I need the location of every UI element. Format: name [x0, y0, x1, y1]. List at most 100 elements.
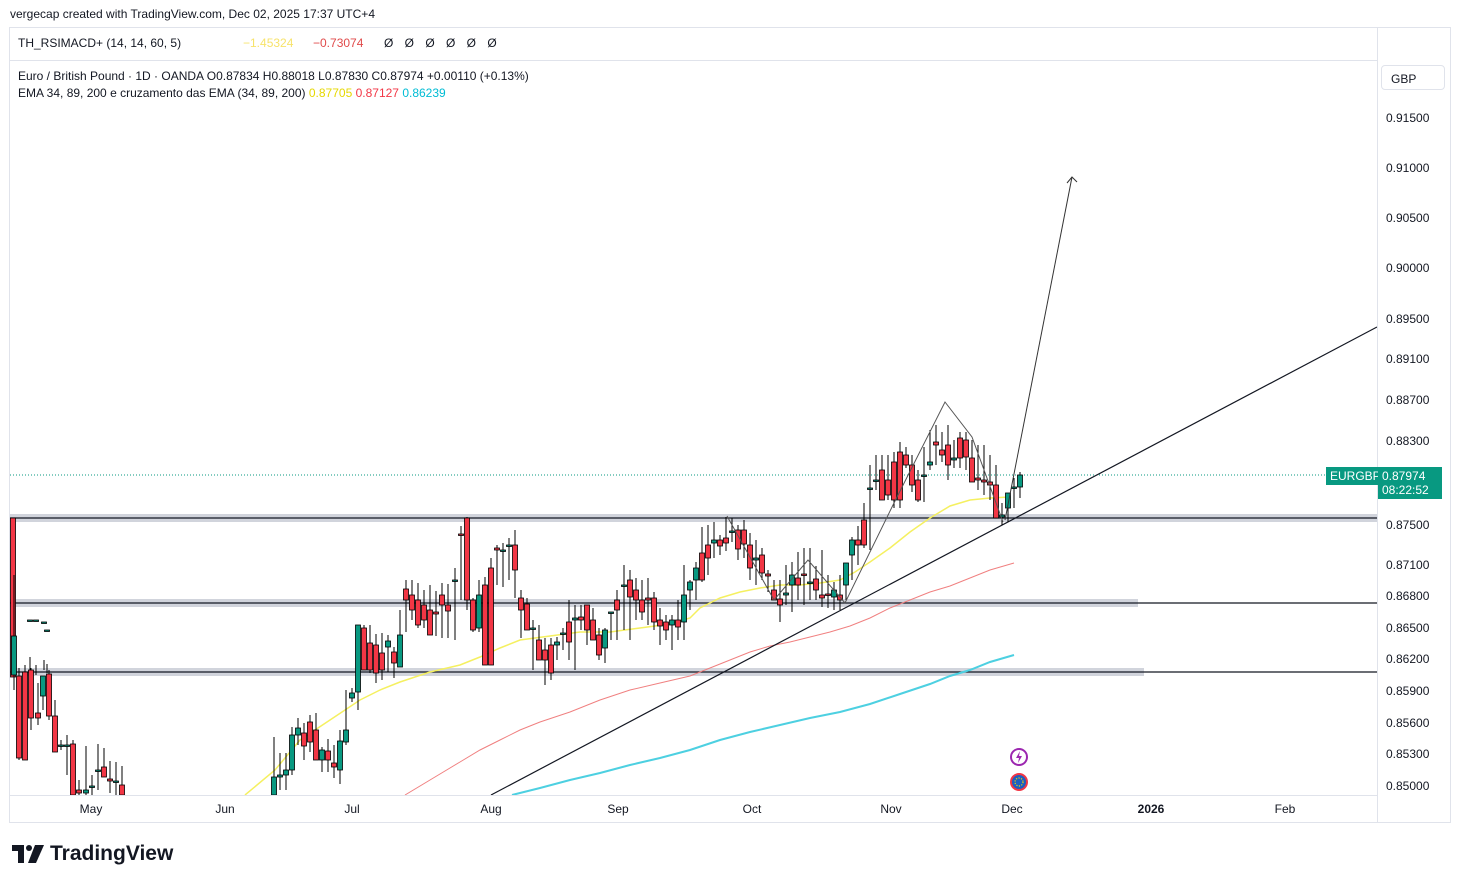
bearish-candle [512, 544, 518, 571]
bullish-candle [319, 749, 325, 761]
bullish-candle [608, 611, 614, 614]
bearish-candle [325, 750, 331, 761]
bullish-candle [921, 474, 927, 477]
bullish-candle [27, 619, 33, 622]
tradingview-logo[interactable]: TradingView [12, 842, 173, 866]
bearish-candle [657, 619, 663, 627]
bullish-candle [95, 769, 101, 772]
bullish-candle [789, 574, 795, 586]
bearish-candle [578, 616, 584, 621]
chart-frame [9, 27, 1451, 823]
bearish-candle [307, 721, 313, 743]
price-tick-label: 0.91500 [1386, 111, 1430, 125]
bearish-candle [403, 588, 409, 601]
bearish-candle [536, 639, 542, 661]
bullish-candle [349, 692, 355, 699]
bearish-candle [548, 644, 554, 674]
ema89-line [404, 562, 1015, 795]
bullish-candle [44, 629, 50, 632]
symbol-ohlc: Euro / British Pound · 1D · OANDA O0.878… [18, 69, 529, 83]
price-tick-label: 0.87500 [1386, 518, 1430, 532]
bullish-candle [951, 457, 957, 461]
bullish-candle [831, 589, 837, 598]
bearish-candle [765, 573, 771, 577]
time-tick-label: Sep [607, 802, 629, 816]
ema200-line [511, 654, 1015, 795]
bearish-candle [373, 644, 379, 674]
last-price: 0.87974 [1382, 469, 1426, 483]
bearish-candle [488, 567, 494, 666]
bearish-candle [439, 594, 445, 606]
bar-countdown: 08:22:52 [1382, 483, 1429, 497]
bearish-candle [705, 544, 711, 559]
time-tick-label: Nov [880, 802, 902, 816]
bearish-candle [614, 599, 620, 611]
bearish-candle [675, 619, 681, 628]
bearish-candle [470, 599, 476, 631]
price-tick-label: 0.90000 [1386, 261, 1430, 275]
currency-button[interactable]: GBP [1381, 65, 1445, 90]
time-tick-label: Aug [480, 802, 502, 816]
price-axis-divider [1377, 28, 1378, 822]
price-tick-label: 0.85600 [1386, 716, 1430, 730]
bearish-candle [301, 732, 307, 747]
bullish-candle [89, 785, 95, 788]
bearish-candle [421, 604, 427, 621]
bullish-candle [572, 617, 578, 621]
bearish-candle [361, 627, 367, 671]
bullish-candle [343, 729, 349, 743]
bearish-candle [963, 439, 969, 458]
bullish-candle [283, 769, 289, 776]
bullish-candle [621, 584, 627, 587]
logo-text: TradingView [50, 842, 174, 865]
bearish-candle [35, 712, 41, 719]
bearish-candle [801, 573, 807, 576]
bullish-candle [277, 774, 283, 778]
bearish-candle [651, 597, 657, 623]
price-tick-label: 0.89500 [1386, 312, 1430, 326]
bearish-candle [596, 634, 602, 656]
bearish-candle [28, 669, 34, 719]
bearish-candle [524, 603, 530, 631]
bearish-candle [645, 597, 651, 601]
price-tick-label: 0.85000 [1386, 779, 1430, 793]
bullish-candle [41, 621, 47, 624]
lightning-event-icon[interactable] [1010, 748, 1028, 766]
ema34-line [244, 496, 1011, 795]
bearish-candle [590, 619, 596, 641]
bearish-candle [458, 533, 464, 536]
bearish-candle [494, 547, 500, 551]
ema-legend[interactable]: EMA 34, 89, 200 e cruzamento das EMA (34… [18, 85, 529, 102]
bearish-candle [813, 578, 819, 591]
bearish-candle [861, 519, 867, 546]
price-tick-label: 0.88700 [1386, 393, 1430, 407]
bearish-candle [855, 539, 861, 546]
price-tick-label: 0.86200 [1386, 652, 1430, 666]
bearish-candle [101, 766, 107, 778]
bullish-candle [807, 581, 813, 584]
ema200-value: 0.86239 [402, 86, 446, 100]
time-tick-label: May [79, 802, 103, 816]
bullish-candle [783, 592, 789, 596]
bullish-candle [867, 487, 873, 490]
bearish-candle [891, 461, 897, 501]
time-tick-label: Jun [215, 802, 235, 816]
bullish-candle [355, 624, 361, 693]
eu-flag-event-icon[interactable] [1010, 773, 1028, 791]
bearish-candle [391, 651, 397, 664]
price-tick-label: 0.90500 [1386, 211, 1430, 225]
price-tick-label: 0.88300 [1386, 434, 1430, 448]
tradingview-logo-icon [12, 845, 44, 863]
bullish-candle [385, 640, 391, 648]
indicator-label[interactable]: TH_RSIMACD+ (14, 14, 60, 5) [18, 36, 182, 50]
price-tick-label: 0.85300 [1386, 747, 1430, 761]
bearish-candle [717, 539, 723, 547]
bullish-candle [11, 635, 17, 676]
bullish-candle [554, 641, 560, 646]
bullish-candle [500, 549, 506, 552]
bullish-candle [1011, 486, 1017, 489]
bearish-candle [379, 652, 385, 671]
bullish-candle [33, 619, 39, 622]
symbol-legend[interactable]: Euro / British Pound · 1D · OANDA O0.878… [18, 68, 529, 85]
